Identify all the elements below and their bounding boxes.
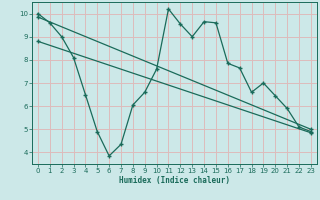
X-axis label: Humidex (Indice chaleur): Humidex (Indice chaleur) (119, 176, 230, 185)
